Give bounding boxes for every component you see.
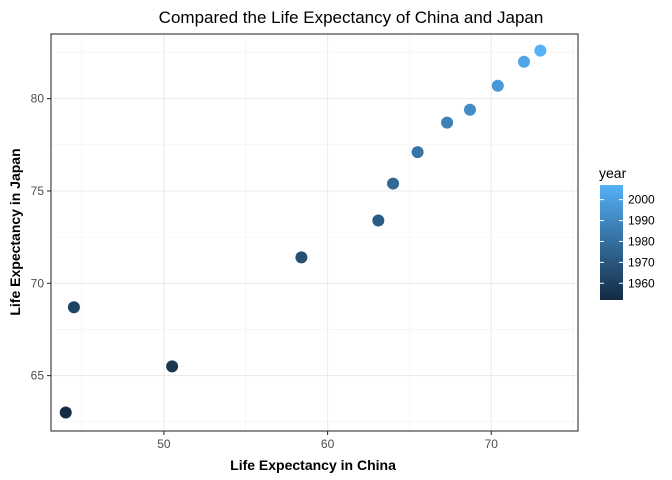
y-axis-title: Life Expectancy in Japan <box>7 148 23 315</box>
y-tick-label: 65 <box>31 369 45 383</box>
data-point <box>441 116 454 129</box>
data-points <box>59 44 547 419</box>
data-point <box>534 44 547 57</box>
y-axis: 65 70 75 80 <box>31 92 51 383</box>
colorbar-tick-label: 1960 <box>628 276 655 290</box>
legend-title: year <box>599 165 627 181</box>
data-point <box>59 406 72 419</box>
legend: year 1960 1970 1980 1990 2000 <box>599 165 655 300</box>
colorbar-ticks: 1960 1970 1980 1990 2000 <box>600 193 655 290</box>
grid <box>51 34 578 431</box>
y-tick-label: 80 <box>31 92 45 106</box>
chart-title: Compared the Life Expectancy of China an… <box>159 8 544 27</box>
colorbar-tick-label: 1980 <box>628 234 655 248</box>
data-point <box>166 360 179 373</box>
x-tick-label: 60 <box>321 437 335 451</box>
data-point <box>372 214 385 227</box>
x-axis-title: Life Expectancy in China <box>230 457 396 473</box>
y-tick-label: 70 <box>31 276 45 290</box>
data-point <box>67 301 80 314</box>
colorbar <box>600 185 623 300</box>
data-point <box>463 103 476 116</box>
colorbar-tick-label: 2000 <box>628 193 655 207</box>
data-point <box>411 146 424 159</box>
x-tick-label: 70 <box>485 437 499 451</box>
x-tick-label: 50 <box>157 437 171 451</box>
data-point <box>517 55 530 68</box>
y-tick-label: 75 <box>31 184 45 198</box>
data-point <box>295 251 308 264</box>
data-point <box>387 177 400 190</box>
colorbar-tick-label: 1970 <box>628 255 655 269</box>
data-point <box>491 79 504 92</box>
colorbar-tick-label: 1990 <box>628 214 655 228</box>
plot-panel <box>50 33 579 432</box>
x-axis: 50 60 70 <box>157 431 498 451</box>
